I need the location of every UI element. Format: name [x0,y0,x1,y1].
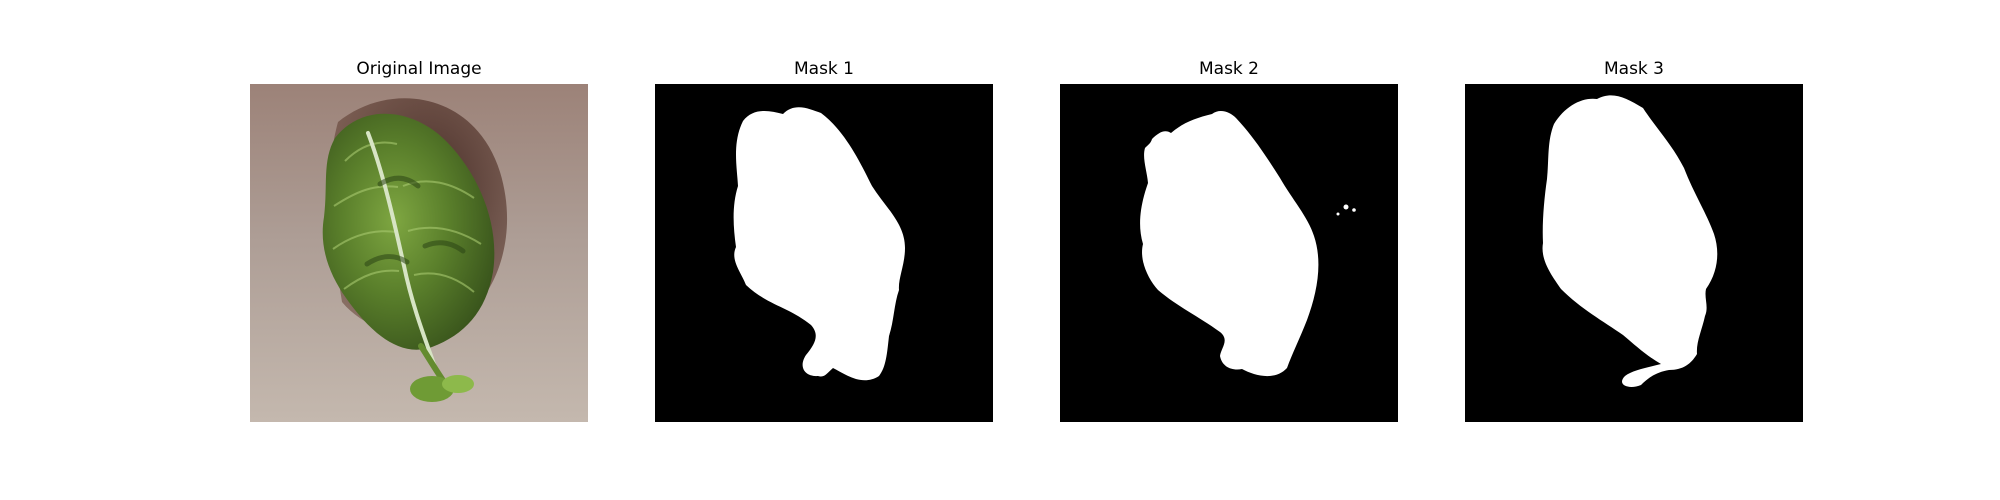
leaf-dark-patches [364,175,466,267]
mask-2-noise-speck [1343,204,1349,210]
leaf-midrib [366,131,438,372]
mask-3-image [1465,84,1803,422]
panel-mask-1: Mask 1 [655,57,993,422]
mask-2-noise-speck [1352,208,1356,212]
mask-2-foreground [1140,111,1319,377]
panel-mask-2: Mask 2 [1060,57,1398,422]
small-bud-right [442,375,474,393]
panel-title-mask-3: Mask 3 [1603,59,1664,79]
mask-2-image [1060,84,1398,422]
panel-title-mask-2: Mask 2 [1198,59,1259,79]
mask-1-foreground [733,107,905,381]
panel-original-image: Original Image [250,57,588,422]
panel-mask-3: Mask 3 [1465,57,1803,422]
mask-2-noise-speck [1336,212,1340,216]
panel-title-mask-1: Mask 1 [793,59,854,79]
mask-3-foreground [1542,95,1718,387]
original-image-leaf-photo [250,84,588,422]
mask-1-image [655,84,993,422]
panel-title-original-image: Original Image [356,59,482,79]
